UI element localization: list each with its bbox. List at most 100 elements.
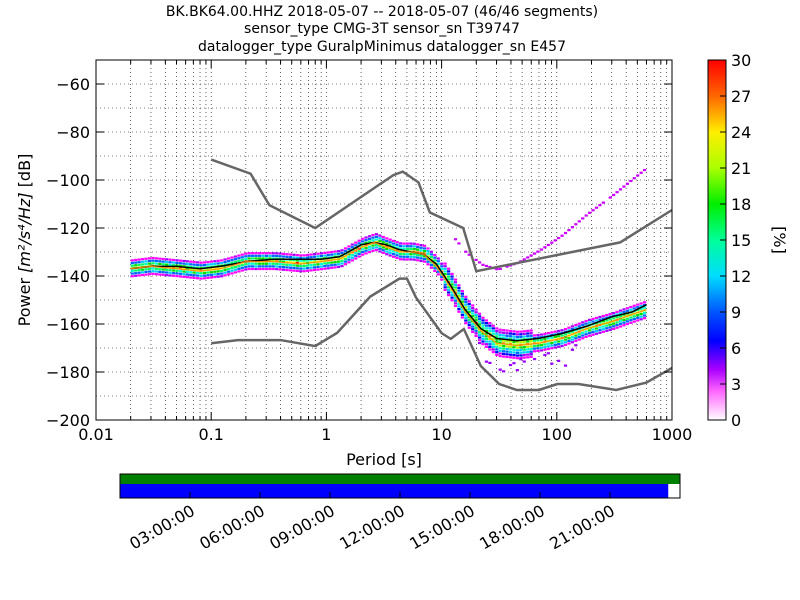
heatmap-cell (192, 274, 196, 277)
heatmap-cell (213, 260, 217, 263)
heatmap-cell (388, 238, 392, 241)
heatmap-cell (481, 332, 485, 335)
heatmap-cell (230, 269, 234, 272)
colorbar-tick-label: 18 (731, 195, 751, 214)
heatmap-cell (391, 253, 396, 256)
heatmap-cell (467, 321, 471, 324)
heatmap-cell (515, 349, 519, 352)
heatmap-cell (371, 236, 375, 239)
heatmap-cell (409, 255, 413, 258)
heatmap-cell (271, 257, 275, 260)
heatmap-cell (419, 259, 423, 263)
heatmap-cell (560, 334, 564, 337)
heatmap-cell (601, 201, 605, 204)
heatmap-cell (199, 274, 203, 278)
heatmap-cell (237, 265, 241, 268)
heatmap-cell (488, 335, 492, 338)
heatmap-cell (189, 265, 193, 269)
heatmap-cell (474, 308, 478, 311)
heatmap-cell (398, 250, 403, 253)
heatmap-cell (230, 272, 234, 275)
heatmap-cell (484, 343, 489, 346)
heatmap-cell (364, 239, 368, 242)
timeline-top-bar (120, 474, 680, 484)
heatmap-cell (216, 272, 220, 276)
heatmap-cell (202, 271, 207, 275)
heatmap-cell (526, 348, 530, 351)
heatmap-cell (577, 338, 581, 341)
heatmap-cell (168, 266, 172, 269)
heatmap-cell (488, 361, 492, 365)
heatmap-cell (622, 185, 626, 188)
heatmap-cell (460, 308, 464, 311)
heatmap-cell (587, 321, 592, 324)
heatmap-cell (154, 270, 158, 273)
heatmap-cell (502, 339, 506, 342)
heatmap-cell (330, 253, 334, 256)
heatmap-cell (636, 306, 640, 309)
heatmap-cell (629, 316, 633, 319)
heatmap-cell (543, 348, 547, 351)
heatmap-cell (598, 318, 602, 321)
heatmap-cell (367, 235, 372, 238)
colorbar-ticks: 0 3 6 9 12 15 18 21 24 27 30 (720, 51, 751, 430)
heatmap-cell (505, 345, 509, 348)
heatmap-cell (306, 256, 310, 259)
heatmap-cell (601, 328, 605, 331)
heatmap-cell (130, 261, 134, 265)
heatmap-cell (388, 246, 392, 249)
heatmap-cell (529, 339, 533, 343)
heatmap-cell (168, 258, 172, 261)
heatmap-cell (581, 321, 585, 324)
heatmap-cell (464, 303, 468, 306)
heatmap-cell (643, 301, 647, 304)
heatmap-cell (361, 237, 365, 240)
heatmap-cell (587, 334, 592, 337)
heatmap-cell (443, 273, 447, 276)
heatmap-cell (178, 267, 183, 270)
heatmap-cell (202, 274, 207, 277)
heatmap-cell (467, 310, 471, 314)
heatmap-cell (140, 263, 145, 266)
heatmap-cell (550, 241, 554, 244)
heatmap-cell (295, 267, 299, 270)
heatmap-cell (247, 265, 251, 268)
heatmap-cell (481, 319, 485, 322)
heatmap-cell (532, 334, 537, 337)
heatmap-cell (605, 324, 609, 327)
heatmap-cell (502, 347, 506, 350)
heatmap-cell (522, 258, 526, 261)
heatmap-cell (350, 256, 354, 259)
heatmap-cell (189, 268, 193, 271)
heatmap-cell (594, 332, 599, 335)
heatmap-cell (584, 333, 588, 336)
heatmap-cell (285, 261, 289, 264)
heatmap-cell (495, 332, 499, 335)
heatmap-cell (460, 313, 464, 316)
heatmap-cell (447, 288, 451, 291)
heatmap-cell (471, 304, 475, 307)
heatmap-cell (244, 263, 248, 266)
heatmap-cell (137, 258, 141, 261)
heatmap-cell (323, 262, 327, 265)
heatmap-cell (457, 292, 461, 295)
heatmap-cell (450, 291, 454, 294)
heatmap-cell (196, 274, 200, 277)
heatmap-cell (257, 262, 262, 265)
heatmap-cell (563, 333, 568, 336)
heatmap-cell (196, 261, 200, 264)
heatmap-cell (498, 349, 502, 352)
heatmap-cell (505, 265, 509, 268)
data-coverage-timeline: 03:00:0006:00:0009:00:0012:00:0015:00:00… (119, 473, 681, 553)
heatmap-cell (636, 303, 640, 306)
heatmap-cell (251, 257, 255, 260)
heatmap-cell (471, 312, 475, 315)
heatmap-cell (539, 346, 544, 349)
heatmap-cell (278, 252, 282, 255)
heatmap-cell (199, 264, 203, 267)
x-axis-ticks: 0.01 0.1 1 10 100 1000 (78, 60, 692, 444)
x-tick-label: 1000 (652, 425, 693, 444)
heatmap-cell (643, 317, 647, 320)
heatmap-cell (522, 360, 526, 363)
heatmap-cell (505, 355, 509, 359)
